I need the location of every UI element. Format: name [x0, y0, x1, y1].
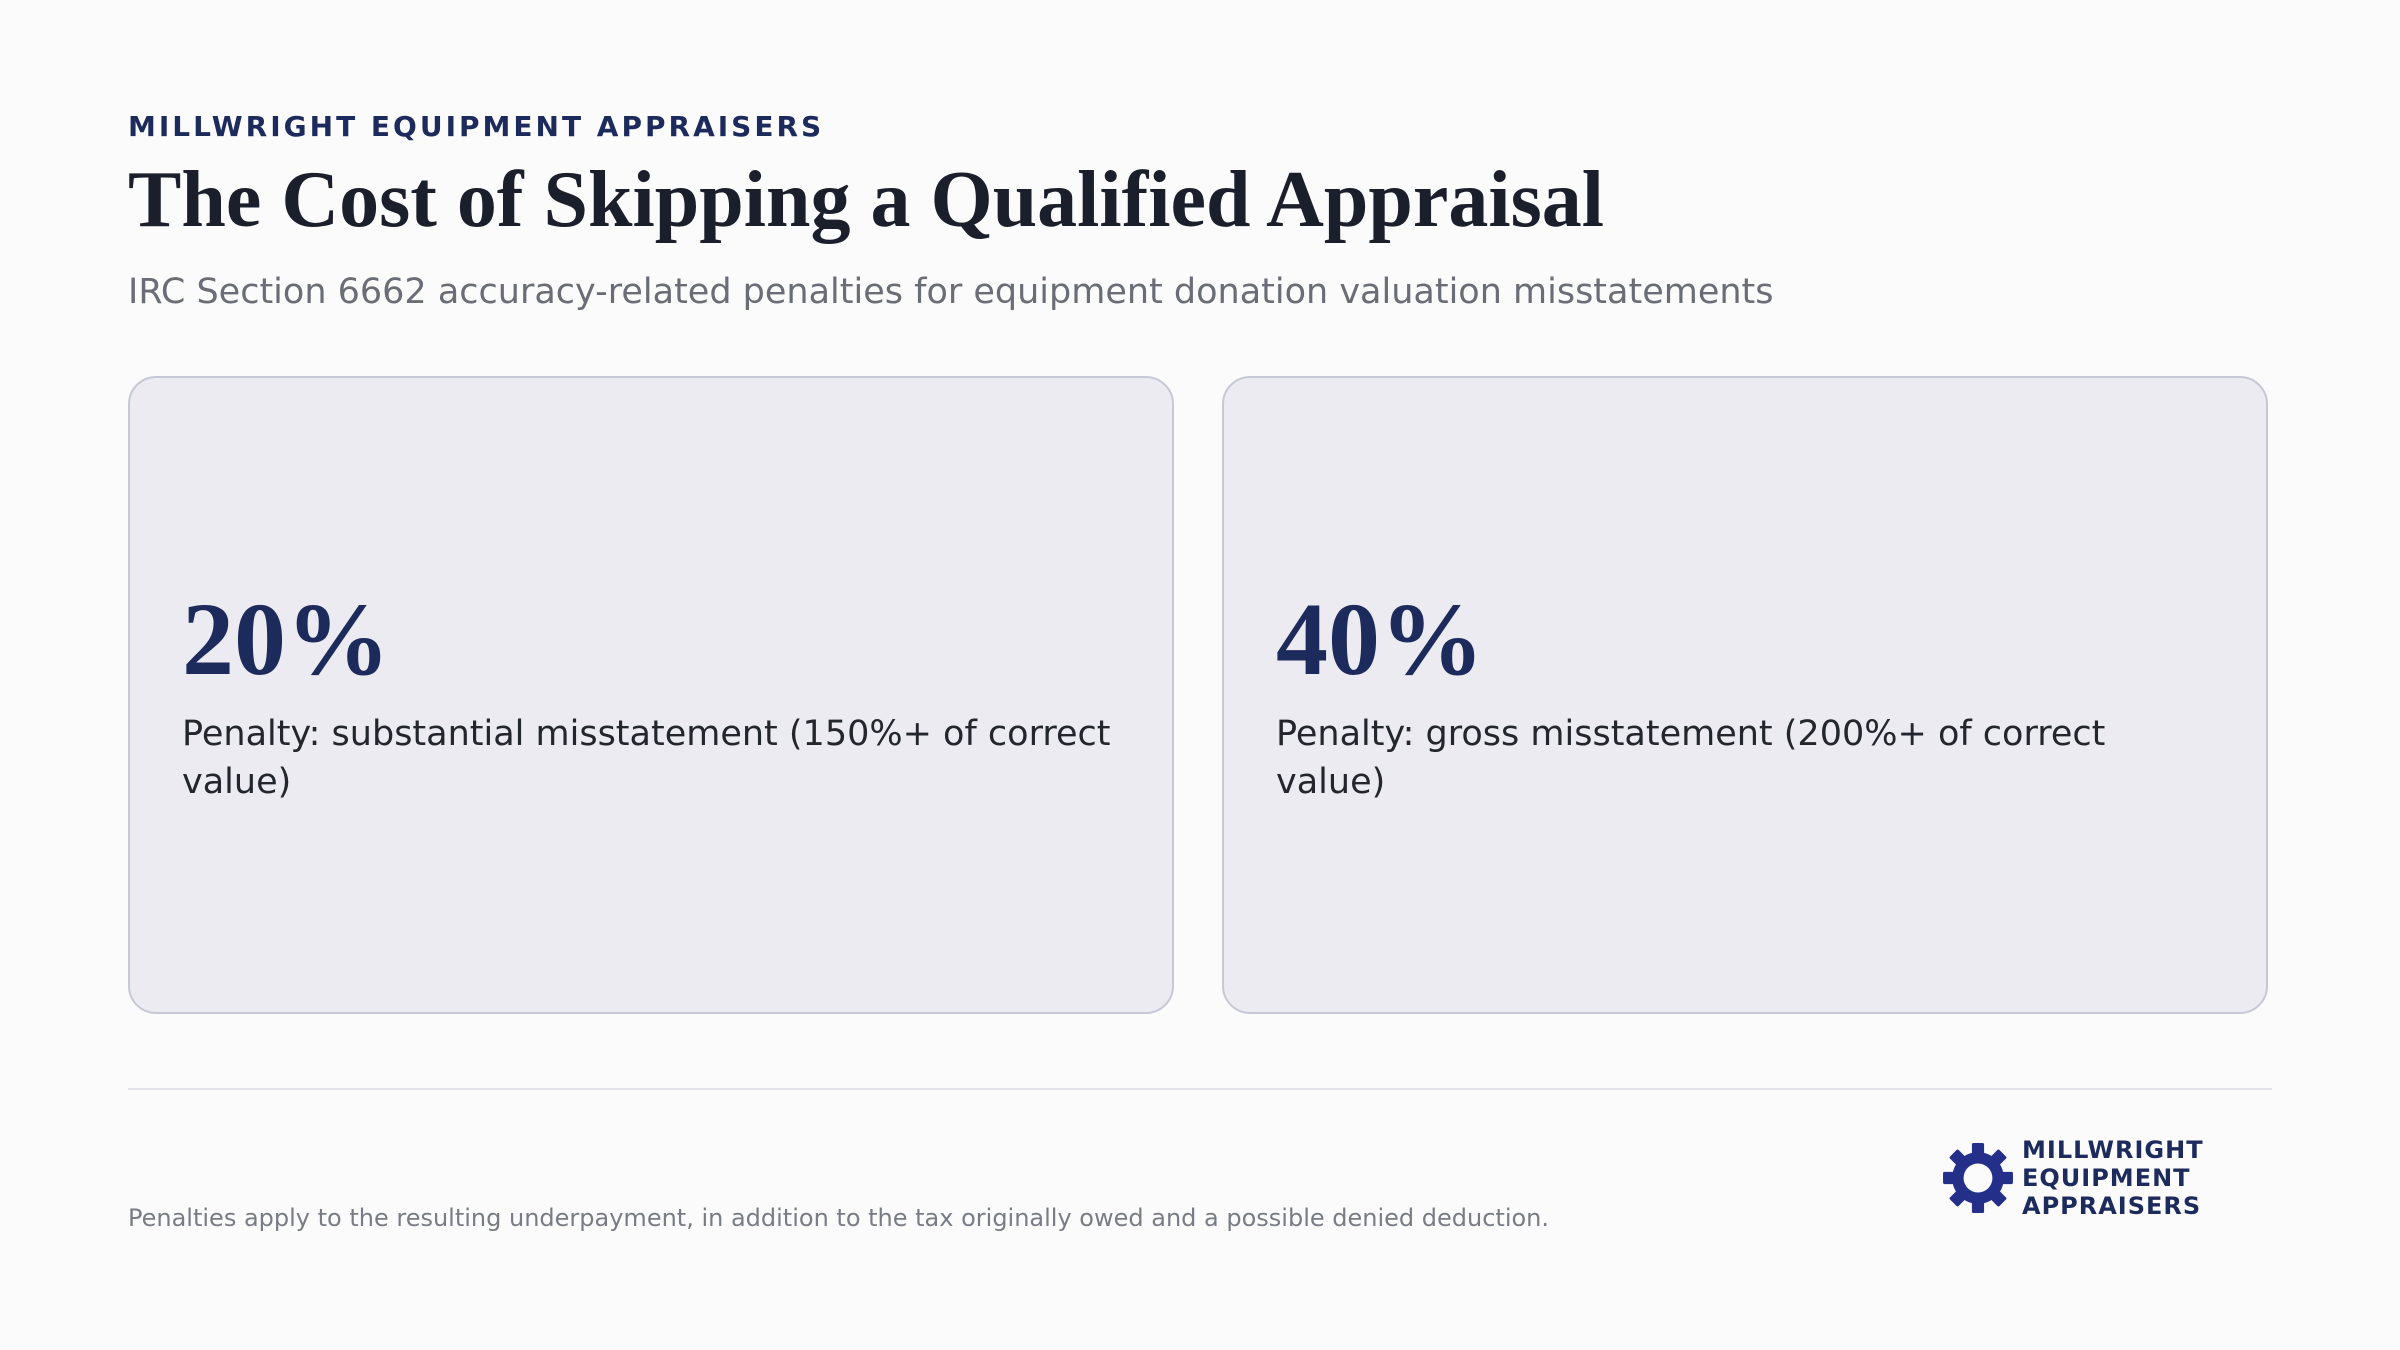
logo-line: MILLWRIGHT	[2022, 1136, 2204, 1164]
penalty-description: Penalty: gross misstatement (200%+ of co…	[1276, 714, 2106, 803]
penalty-rate: 40%	[1276, 582, 1484, 698]
footnote: Penalties apply to the resulting underpa…	[128, 1204, 1550, 1232]
penalty-card-gross: 40% Penalty: gross misstatement (200%+ o…	[1222, 376, 2268, 1014]
brand-eyebrow: MILLWRIGHT EQUIPMENT APPRAISERS	[128, 110, 825, 143]
card-content: 40% Penalty: gross misstatement (200%+ o…	[1276, 582, 2206, 807]
penalty-description: Penalty: substantial misstatement (150%+…	[182, 714, 1111, 803]
gear-icon	[1943, 1143, 2013, 1213]
page-title: The Cost of Skipping a Qualified Apprais…	[128, 156, 1604, 244]
card-content: 20% Penalty: substantial misstatement (1…	[182, 582, 1112, 807]
logo-wordmark: MILLWRIGHT EQUIPMENT APPRAISERS	[2022, 1136, 2204, 1220]
penalty-card-substantial: 20% Penalty: substantial misstatement (1…	[128, 376, 1174, 1014]
logo-line: EQUIPMENT	[2022, 1164, 2191, 1192]
penalty-rate: 20%	[182, 582, 390, 698]
logo-line: APPRAISERS	[2022, 1192, 2202, 1220]
company-logo: MILLWRIGHT EQUIPMENT APPRAISERS	[1940, 1136, 2204, 1220]
page-subtitle: IRC Section 6662 accuracy-related penalt…	[128, 272, 1774, 312]
footer-divider	[128, 1088, 2272, 1090]
